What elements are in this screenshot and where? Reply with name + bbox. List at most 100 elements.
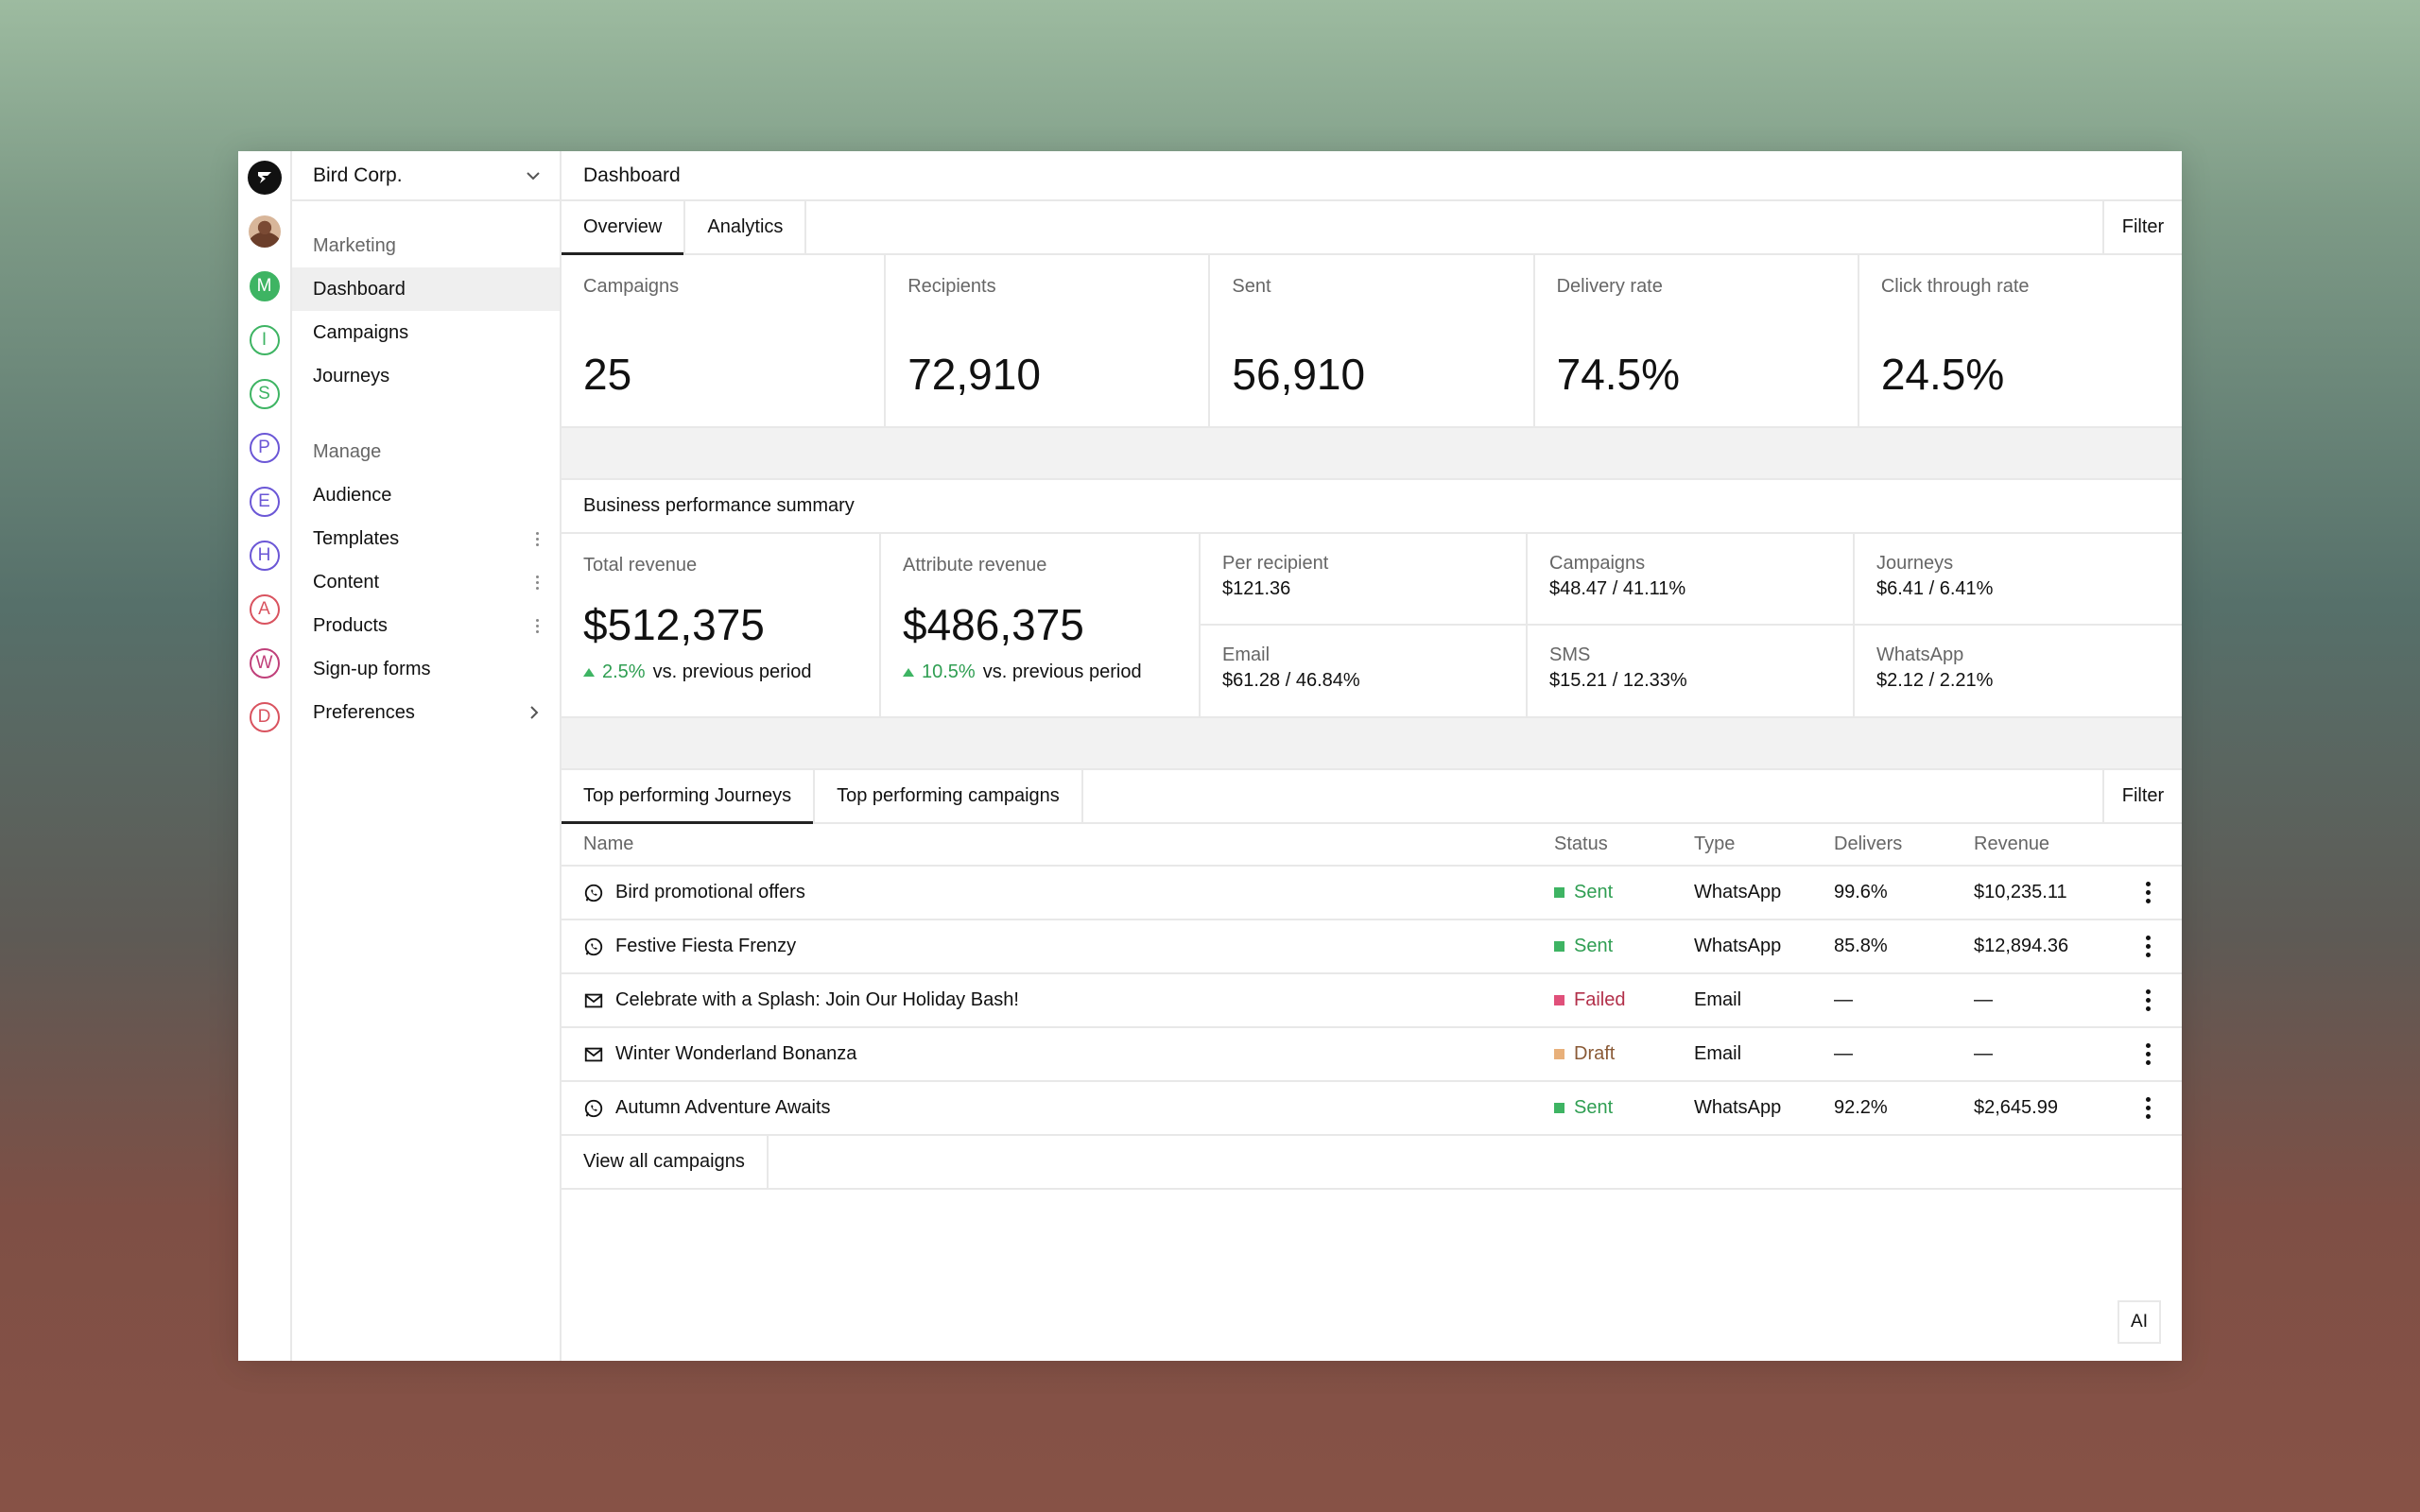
- table-row[interactable]: Celebrate with a Splash: Join Our Holida…: [562, 974, 2182, 1028]
- row-more-icon[interactable]: [2145, 936, 2151, 957]
- stat-value: 25: [583, 350, 632, 399]
- row-more-icon[interactable]: [2145, 989, 2151, 1011]
- more-vertical-icon[interactable]: [536, 618, 539, 633]
- sidebar-item-signup-forms[interactable]: Sign-up forms: [292, 647, 560, 691]
- sidebar-item-journeys[interactable]: Journeys: [292, 354, 560, 398]
- row-more-icon[interactable]: [2145, 1097, 2151, 1119]
- sidebar-item-templates[interactable]: Templates: [292, 517, 560, 560]
- main-content: Dashboard Overview Analytics Filter Camp…: [562, 151, 2182, 1361]
- row-status-cell: Sent: [1554, 1097, 1694, 1119]
- breakdown-cell: WhatsApp $2.12 / 2.21%: [1855, 626, 2182, 717]
- change-percent: 10.5%: [922, 662, 976, 682]
- attribute-revenue-card: Attribute revenue $486,375 10.5% vs. prev…: [881, 534, 1201, 716]
- more-vertical-icon[interactable]: [536, 531, 539, 546]
- workspace-h-icon[interactable]: H: [249, 541, 280, 571]
- row-status-cell: Sent: [1554, 882, 1694, 903]
- table-row[interactable]: Autumn Adventure Awaits Sent WhatsApp 92.2%…: [562, 1082, 2182, 1136]
- row-delivers: —: [1834, 1043, 1853, 1064]
- breakdown-value: $48.47 / 41.11%: [1549, 578, 1686, 599]
- row-type: Email: [1694, 1043, 1742, 1064]
- stats-row: Campaigns 25 Recipients 72,910 Sent 56,910 …: [562, 255, 2182, 428]
- row-delivers: 92.2%: [1834, 1097, 1888, 1118]
- workspace-d-icon[interactable]: D: [249, 702, 280, 732]
- stat-label: Click through rate: [1880, 276, 2030, 297]
- workspace-w-icon[interactable]: W: [249, 648, 280, 679]
- sidebar-item-label: Audience: [313, 484, 392, 506]
- tab-top-journeys[interactable]: Top performing Journeys: [562, 770, 816, 824]
- chevron-right-icon: [530, 706, 539, 719]
- sidebar-item-audience[interactable]: Audience: [292, 473, 560, 517]
- status-badge: Sent: [1574, 882, 1614, 902]
- row-delivers: 99.6%: [1834, 882, 1888, 902]
- change-percent: 2.5%: [602, 662, 646, 682]
- breakdown-value: $61.28 / 46.84%: [1222, 669, 1360, 691]
- column-name[interactable]: Name: [583, 833, 634, 854]
- whatsapp-icon: [583, 883, 604, 903]
- bird-logo-icon[interactable]: [247, 161, 282, 195]
- workspace-p-icon[interactable]: P: [249, 433, 280, 463]
- row-status-cell: Failed: [1554, 989, 1694, 1011]
- filter-button[interactable]: Filter: [2102, 201, 2182, 253]
- total-revenue-value: $512,375: [583, 600, 765, 649]
- tab-overview[interactable]: Overview: [562, 201, 686, 255]
- stat-value: 74.5%: [1556, 350, 1681, 399]
- attribute-revenue-value: $486,375: [903, 600, 1084, 649]
- stat-delivery-rate: Delivery rate 74.5%: [1535, 255, 1859, 426]
- mail-icon: [583, 1044, 604, 1065]
- row-delivers: 85.8%: [1834, 936, 1888, 956]
- column-status[interactable]: Status: [1554, 833, 1608, 854]
- sidebar-item-content[interactable]: Content: [292, 560, 560, 604]
- row-more-icon[interactable]: [2145, 882, 2151, 903]
- top-performing-tabs: Top performing Journeys Top performing c…: [562, 770, 2182, 824]
- column-delivers[interactable]: Delivers: [1834, 833, 1903, 854]
- row-more-icon[interactable]: [2145, 1043, 2151, 1065]
- workspace-e-icon[interactable]: E: [249, 487, 280, 517]
- sidebar-item-label: Content: [313, 571, 380, 593]
- whatsapp-icon: [583, 1098, 604, 1119]
- filter-button[interactable]: Filter: [2102, 770, 2182, 822]
- sidebar-group-marketing: Marketing: [313, 234, 396, 256]
- org-switcher[interactable]: Bird Corp.: [292, 151, 560, 201]
- page-title: Dashboard: [583, 163, 681, 186]
- column-type[interactable]: Type: [1694, 833, 1736, 854]
- status-square-icon: [1554, 995, 1564, 1005]
- row-revenue: $2,645.99: [1974, 1097, 2058, 1118]
- workspace-s-icon[interactable]: S: [249, 379, 280, 409]
- overview-tabs: Overview Analytics Filter: [562, 201, 2182, 255]
- sidebar-item-campaigns[interactable]: Campaigns: [292, 311, 560, 354]
- workspace-i-icon[interactable]: I: [249, 325, 280, 355]
- stat-sent: Sent 56,910: [1210, 255, 1535, 426]
- user-avatar[interactable]: [248, 215, 281, 248]
- sidebar-item-products[interactable]: Products: [292, 604, 560, 647]
- tab-top-campaigns[interactable]: Top performing campaigns: [815, 770, 1083, 822]
- tab-analytics[interactable]: Analytics: [685, 201, 807, 253]
- view-all-campaigns-button[interactable]: View all campaigns: [562, 1136, 769, 1188]
- workspace-a-icon[interactable]: A: [249, 594, 280, 625]
- table-row[interactable]: Winter Wonderland Bonanza Draft Email — —: [562, 1028, 2182, 1082]
- change-suffix: vs. previous period: [652, 662, 812, 682]
- sidebar-group-manage: Manage: [313, 440, 382, 462]
- ai-button[interactable]: AI: [2118, 1300, 2161, 1344]
- table-row[interactable]: Bird promotional offers Sent WhatsApp 99.6%…: [562, 867, 2182, 920]
- table-row[interactable]: Festive Fiesta Frenzy Sent WhatsApp 85.8% $1…: [562, 920, 2182, 974]
- sidebar-item-label: Templates: [313, 527, 400, 549]
- sidebar-item-label: Campaigns: [313, 321, 409, 343]
- attribute-revenue-label: Attribute revenue: [903, 555, 1047, 576]
- column-revenue[interactable]: Revenue: [1974, 833, 2050, 854]
- status-badge: Sent: [1574, 936, 1614, 956]
- whatsapp-icon: [583, 936, 604, 957]
- total-revenue-label: Total revenue: [583, 555, 698, 576]
- status-badge: Sent: [1574, 1097, 1614, 1118]
- more-vertical-icon[interactable]: [536, 575, 539, 590]
- stat-label: Recipients: [908, 276, 996, 297]
- row-name: Autumn Adventure Awaits: [615, 1097, 831, 1118]
- workspace-m-icon[interactable]: M: [249, 271, 280, 301]
- status-square-icon: [1554, 1103, 1564, 1113]
- total-revenue-change: 2.5% vs. previous period: [583, 662, 857, 683]
- stat-ctr: Click through rate 24.5%: [1859, 255, 2182, 426]
- row-name-cell: Celebrate with a Splash: Join Our Holida…: [562, 989, 1554, 1011]
- sidebar-item-preferences[interactable]: Preferences: [292, 691, 560, 734]
- sidebar-item-dashboard[interactable]: Dashboard: [292, 267, 560, 311]
- row-name-cell: Autumn Adventure Awaits: [562, 1097, 1554, 1119]
